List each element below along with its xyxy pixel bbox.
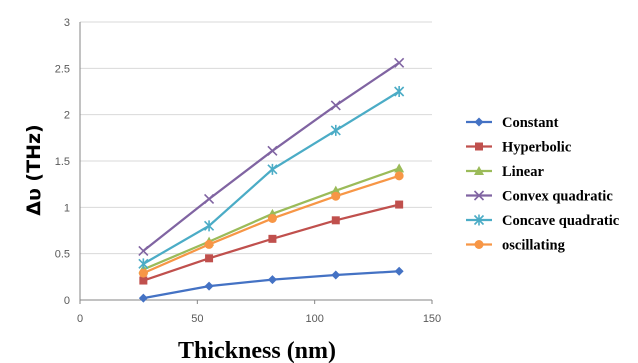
- legend-label: Hyperbolic: [502, 140, 572, 156]
- data-point: [267, 275, 277, 285]
- data-point: [138, 258, 149, 270]
- series-hyperbolic: [139, 200, 404, 285]
- series-convex-quadratic: [138, 57, 405, 256]
- x-tick-label: 0: [77, 313, 83, 325]
- legend-marker: [473, 214, 485, 226]
- legend: Constant Hyperbolic Linear Convex quadratic…: [466, 115, 620, 254]
- legend-label: Concave quadratic: [502, 213, 620, 229]
- y-tick-label: 0.5: [55, 249, 70, 261]
- series-group: [138, 57, 405, 303]
- gridlines: [80, 21, 432, 255]
- data-point: [394, 266, 404, 276]
- data-point: [330, 100, 341, 111]
- y-tick-label: 1.5: [55, 156, 70, 168]
- data-point: [138, 245, 149, 256]
- data-point: [267, 213, 277, 223]
- x-tick-label: 50: [191, 313, 203, 325]
- data-point: [204, 220, 215, 232]
- legend-label: Constant: [502, 115, 559, 131]
- data-point: [267, 145, 278, 156]
- series-oscillating: [138, 171, 404, 278]
- data-point: [204, 239, 214, 249]
- data-point: [331, 216, 340, 225]
- data-point: [330, 124, 341, 136]
- x-tick-label: 150: [423, 313, 441, 325]
- series-line: [143, 270, 400, 300]
- y-tick-label: 2: [64, 110, 70, 122]
- data-point: [331, 191, 341, 201]
- legend-marker: [473, 190, 485, 201]
- data-point: [268, 234, 277, 243]
- data-point: [138, 268, 148, 278]
- legend-label: oscillating: [502, 238, 566, 254]
- series-constant: [138, 266, 404, 303]
- y-tick-label: 0: [64, 295, 70, 307]
- data-point: [394, 86, 405, 97]
- legend-marker: [474, 166, 484, 175]
- x-tick-label: 100: [305, 313, 323, 325]
- data-point: [139, 276, 148, 285]
- y-tick-label: 1: [64, 202, 70, 214]
- y-tick-label: 3: [64, 17, 70, 29]
- data-point: [395, 200, 404, 209]
- series-concave-quadratic: [138, 86, 405, 270]
- y-axis-label: Δυ (THz): [23, 124, 45, 215]
- legend-item: Linear: [466, 164, 544, 180]
- data-point: [138, 293, 148, 303]
- legend-label: Convex quadratic: [502, 189, 613, 205]
- y-tick-label: 2.5: [55, 63, 70, 75]
- tick-labels: 0 0.5 1 1.5 2 2.5 3 0 50 100 150: [55, 17, 441, 325]
- data-point: [204, 281, 214, 291]
- legend-marker: [475, 142, 483, 151]
- x-axis-label: Thickness (nm): [178, 338, 336, 363]
- data-point: [394, 163, 405, 173]
- series-line: [142, 174, 400, 275]
- data-point: [204, 193, 215, 205]
- data-point: [267, 163, 278, 175]
- legend-marker: [474, 240, 484, 249]
- data-point: [394, 171, 404, 181]
- legend-item: Concave quadratic: [466, 213, 620, 229]
- legend-item: Convex quadratic: [466, 189, 613, 205]
- data-point: [331, 270, 341, 280]
- legend-marker: [474, 117, 484, 127]
- axes: [79, 22, 433, 304]
- legend-label: Linear: [502, 164, 544, 180]
- legend-item: Constant: [466, 115, 559, 131]
- legend-item: oscillating: [466, 238, 566, 254]
- data-point: [330, 185, 341, 195]
- data-point: [394, 57, 405, 68]
- legend-item: Hyperbolic: [466, 140, 572, 156]
- data-point: [205, 254, 214, 263]
